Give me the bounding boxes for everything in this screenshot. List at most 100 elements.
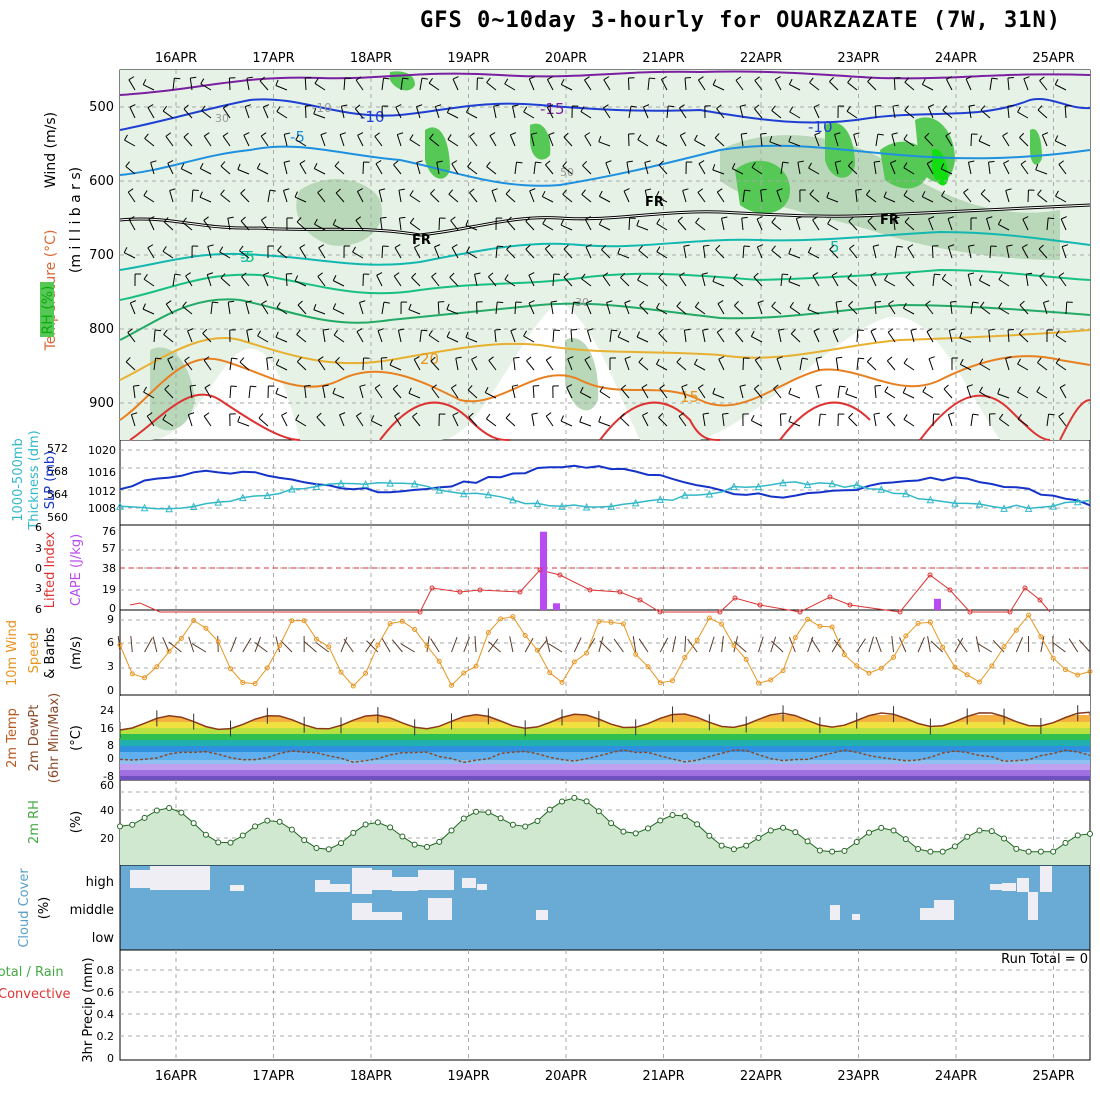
- contour-25: [119, 355, 1091, 421]
- wind-barb: [849, 248, 858, 259]
- thickness-marker: [263, 491, 272, 499]
- wind-barb-feather: [921, 191, 926, 197]
- wind-barb: [408, 392, 421, 399]
- wind-barb: [907, 247, 915, 259]
- wind-axis-label: Wind (m/s): [43, 112, 59, 188]
- wind-barb-feather: [902, 387, 907, 394]
- wind-barb-feather: [797, 160, 804, 163]
- slp-line: [119, 464, 1091, 507]
- wind-barb: [853, 134, 858, 147]
- wind-barb-feather: [867, 76, 873, 82]
- wind-barb: [411, 277, 421, 287]
- wind-barb-feather: [488, 356, 494, 361]
- wind-barb-feather: [261, 300, 267, 305]
- wind-barb: [243, 134, 250, 147]
- wind-barb-feather: [788, 78, 793, 85]
- wind-barb: [795, 218, 801, 231]
- wind-barb-feather: [839, 385, 846, 388]
- wind-barb: [227, 302, 231, 315]
- wind-barb-feather: [1007, 104, 1014, 107]
- wind-barb: [184, 360, 193, 371]
- wind-barb-feather: [1058, 412, 1064, 417]
- wind-barb: [488, 360, 497, 371]
- wind-barb: [187, 330, 193, 343]
- rh-point: [436, 838, 443, 845]
- wind-barb: [181, 168, 193, 175]
- wind10-barb: [758, 636, 764, 653]
- wind-barb: [598, 421, 611, 427]
- pressure-tick: 900: [89, 396, 114, 411]
- wind10-barb: [899, 637, 907, 653]
- wind-barb-feather: [978, 274, 983, 281]
- wind-barb-feather: [997, 388, 1001, 395]
- wind-barb-feather: [679, 104, 685, 109]
- wind-barb-feather: [334, 161, 340, 167]
- wind-barb-feather: [560, 415, 564, 422]
- temp-tick: 24: [100, 704, 114, 717]
- wind-barb: [164, 388, 174, 399]
- wind-barb: [162, 250, 174, 259]
- wind-barb: [812, 275, 820, 287]
- wind-barb-feather: [465, 331, 469, 338]
- wind-barb: [742, 357, 745, 371]
- wind-barb: [947, 246, 953, 259]
- cloud-block: [372, 870, 392, 890]
- wind-barb-feather: [988, 160, 995, 163]
- wind-barb: [809, 193, 820, 203]
- wind-barb: [970, 414, 974, 427]
- wind-barb-feather: [739, 384, 746, 387]
- rh-axis-swatch: [40, 282, 54, 337]
- wind10-point: [252, 681, 258, 687]
- wind-barb: [620, 417, 630, 427]
- pressure-tick: 600: [89, 174, 114, 189]
- wind-barb-feather: [447, 134, 452, 140]
- wind10-point: [350, 683, 356, 689]
- wind-barb-feather: [846, 106, 851, 112]
- wind-barb: [295, 419, 307, 427]
- wind10-point: [891, 654, 897, 660]
- wind10-point: [584, 650, 590, 656]
- wind-barb-feather: [611, 329, 618, 332]
- wind-barb-feather: [598, 136, 602, 143]
- wind-barb-feather: [773, 384, 779, 389]
- wind-barb-feather: [183, 132, 189, 138]
- precip-tick: 0.8: [97, 964, 115, 977]
- wind-barb-feather: [220, 273, 226, 279]
- wind-barb-feather: [778, 328, 785, 331]
- wind-barb: [416, 162, 421, 175]
- wind-barb: [701, 274, 706, 287]
- wind-barb: [967, 274, 972, 287]
- wind-barb: [771, 250, 782, 259]
- wind-barb-feather: [968, 160, 975, 163]
- wind10-point: [976, 679, 982, 685]
- wind-barb: [845, 393, 858, 399]
- wind-barb-feather: [127, 188, 134, 193]
- wind-barb-feather: [547, 76, 553, 80]
- wind-barb-feather: [968, 272, 975, 275]
- wind-barb: [334, 165, 345, 175]
- thickness-marker: [165, 504, 173, 513]
- wind10-barb: [672, 636, 677, 653]
- wind-barb: [172, 274, 176, 287]
- wind-barb: [296, 221, 307, 231]
- wind-barb: [222, 107, 231, 119]
- wind10-point: [670, 678, 676, 684]
- wind-barb-feather: [409, 134, 414, 140]
- wind-barb: [967, 162, 972, 175]
- wind-barb-feather: [504, 78, 509, 85]
- wind10-barb: [708, 636, 715, 653]
- wind-barb-feather: [146, 412, 153, 417]
- wind-barb-feather: [717, 188, 723, 193]
- wind-barb: [620, 277, 630, 287]
- wind-barb: [222, 135, 231, 147]
- wind-barb-feather: [658, 328, 664, 334]
- wind-barb: [240, 220, 250, 231]
- wind-barb-feather: [718, 356, 725, 360]
- wind-barb: [846, 110, 858, 119]
- cloud-block: [990, 884, 1002, 890]
- wind-barb-feather: [163, 217, 169, 223]
- wind10-barb: [891, 636, 895, 653]
- wind-barb: [1046, 414, 1050, 427]
- wind-barb: [776, 190, 782, 203]
- wind-barb-feather: [1058, 160, 1064, 165]
